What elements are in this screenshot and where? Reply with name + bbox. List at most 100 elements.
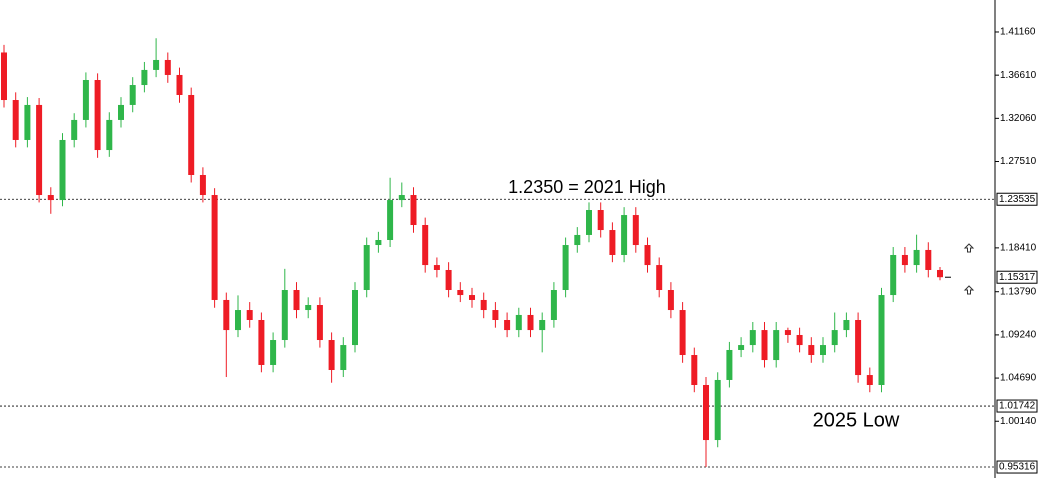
candle-body: [726, 349, 733, 380]
candle-body: [223, 299, 230, 331]
candle-body: [118, 104, 124, 120]
candle-body: [738, 345, 745, 350]
candle-body: [352, 290, 358, 346]
candle-body: [550, 290, 557, 320]
candle-body: [375, 239, 382, 246]
candle-body: [913, 249, 920, 266]
candle-body: [106, 119, 113, 151]
level-label: 0.95316: [999, 462, 1036, 473]
candle-body: [24, 104, 31, 140]
level-box: [996, 192, 1038, 206]
candle-body: [305, 305, 312, 311]
level-box: [996, 460, 1038, 474]
candle-body: [703, 385, 709, 441]
candle-body: [632, 215, 639, 246]
candle-body: [82, 79, 89, 120]
candle-body: [784, 330, 791, 335]
candle-body: [586, 210, 592, 235]
candle-body: [281, 290, 288, 341]
candle-body: [749, 330, 756, 346]
candle-body: [539, 319, 546, 331]
candle-body: [398, 195, 405, 201]
candle-body: [188, 94, 195, 175]
annotation: 1.2350 = 2021 High: [508, 177, 666, 197]
candle-body: [141, 69, 148, 86]
candle-body: [164, 59, 171, 75]
candle-body: [691, 355, 698, 386]
candle-body: [59, 139, 66, 201]
candle-body: [714, 379, 721, 441]
candle-body: [445, 269, 452, 291]
candle-body: [469, 295, 475, 300]
level-label: 1.23535: [999, 194, 1036, 205]
candle-body: [129, 85, 136, 105]
candle-body: [527, 314, 534, 331]
candle-body: [597, 210, 604, 231]
level-box: [996, 399, 1038, 413]
annotation: 2025 Low: [813, 409, 900, 431]
candle-body: [199, 174, 206, 196]
candle-body: [667, 290, 674, 311]
candle-body: [387, 200, 394, 240]
candle-body: [515, 314, 522, 331]
candle-body: [679, 310, 686, 356]
y-tick-label: 1.09240: [1000, 330, 1037, 341]
candle-body: [211, 195, 218, 300]
candle-body: [94, 79, 101, 151]
candle-body: [866, 375, 873, 386]
candle-body: [410, 195, 417, 226]
candle-body: [433, 265, 440, 270]
candle-body: [609, 230, 616, 255]
candle-body: [843, 319, 850, 331]
candle-body: [457, 290, 464, 296]
candle-body: [761, 330, 768, 361]
y-tick-label: 1.00140: [1000, 416, 1037, 427]
candle-body: [937, 269, 943, 278]
candle-body: [340, 345, 347, 371]
candle-body: [47, 195, 54, 201]
y-tick-label: 1.27510: [1000, 156, 1037, 167]
candle-body: [12, 100, 19, 140]
y-tick-label: 1.36610: [1000, 70, 1037, 81]
candle-body: [562, 245, 569, 291]
y-tick-label: 1.13790: [1000, 286, 1037, 297]
candle-body: [831, 330, 838, 346]
candle-body: [878, 295, 885, 386]
candle-body: [925, 249, 932, 270]
candle-body: [621, 215, 628, 255]
candle-body: [901, 254, 908, 266]
candle-body: [36, 104, 43, 196]
candle-body: [153, 59, 160, 70]
y-tick-label: 1.32060: [1000, 113, 1037, 124]
candle-body: [644, 245, 651, 266]
candle-body: [422, 225, 429, 266]
candle-body: [293, 290, 300, 311]
level-label: 1.01742: [999, 401, 1036, 412]
arrow-icon: [963, 285, 975, 295]
candle-body: [328, 340, 335, 371]
candle-body: [1, 52, 7, 101]
y-tick-label: 1.04690: [1000, 373, 1037, 384]
candle-body: [820, 345, 826, 356]
candle-body: [316, 305, 323, 341]
candle-body: [363, 245, 370, 291]
candle-body: [246, 310, 253, 320]
candle-body: [71, 119, 78, 140]
candle-body: [773, 330, 780, 361]
candle-body: [270, 340, 277, 365]
current-price-label: 1.15317: [999, 272, 1036, 283]
candle-body: [855, 319, 862, 376]
candle-body: [656, 265, 663, 291]
candle-body: [796, 334, 803, 346]
candle-body: [504, 319, 511, 331]
arrow-icon: [963, 243, 975, 253]
candle-body: [235, 310, 241, 331]
candle-body: [176, 74, 183, 95]
y-tick-label: 1.18410: [1000, 243, 1037, 254]
candle-body: [808, 345, 815, 356]
candle-body: [574, 234, 581, 246]
candle-body: [258, 319, 265, 365]
y-tick-label: 1.41160: [1000, 27, 1036, 38]
